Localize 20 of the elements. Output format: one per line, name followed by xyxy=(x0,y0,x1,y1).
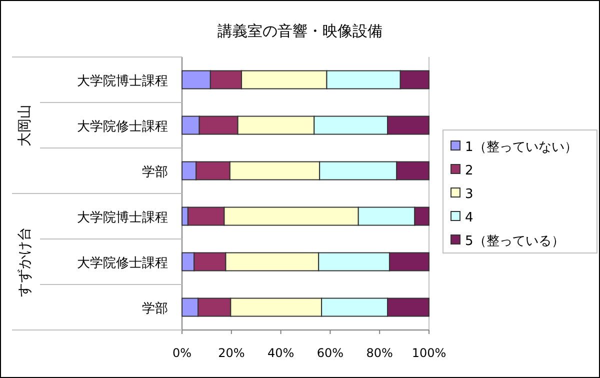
legend-label: 3 xyxy=(465,187,474,202)
x-tick-label: 100% xyxy=(412,346,446,360)
legend-label: 1（整っていない） xyxy=(465,140,578,155)
legend-label: 2 xyxy=(465,164,474,178)
title: 講義室の音響・映像設備 xyxy=(218,22,382,40)
y-tick-label: 大学院博士課程 xyxy=(77,74,168,89)
legend-label: 4 xyxy=(465,210,474,226)
y-tick-label: 大学院修士課程 xyxy=(77,256,168,271)
x-tick-label: 80% xyxy=(366,346,393,360)
y-tick-label: 大学院修士課程 xyxy=(77,119,168,134)
text: すずかけ台 xyxy=(17,226,33,297)
y-tick-label: 大学院博士課程 xyxy=(77,210,168,226)
x-tick-label: 20% xyxy=(218,346,245,360)
text: 大岡山 xyxy=(17,104,33,146)
x-tick-label: 60% xyxy=(316,346,344,360)
x-tick-label: 40% xyxy=(267,346,294,360)
y-tick-label: 学部 xyxy=(142,164,168,180)
x-tick-label: 0% xyxy=(172,346,192,360)
legend-label: 5（整っている） xyxy=(465,234,564,249)
y-tick-label: 学部 xyxy=(142,301,168,316)
